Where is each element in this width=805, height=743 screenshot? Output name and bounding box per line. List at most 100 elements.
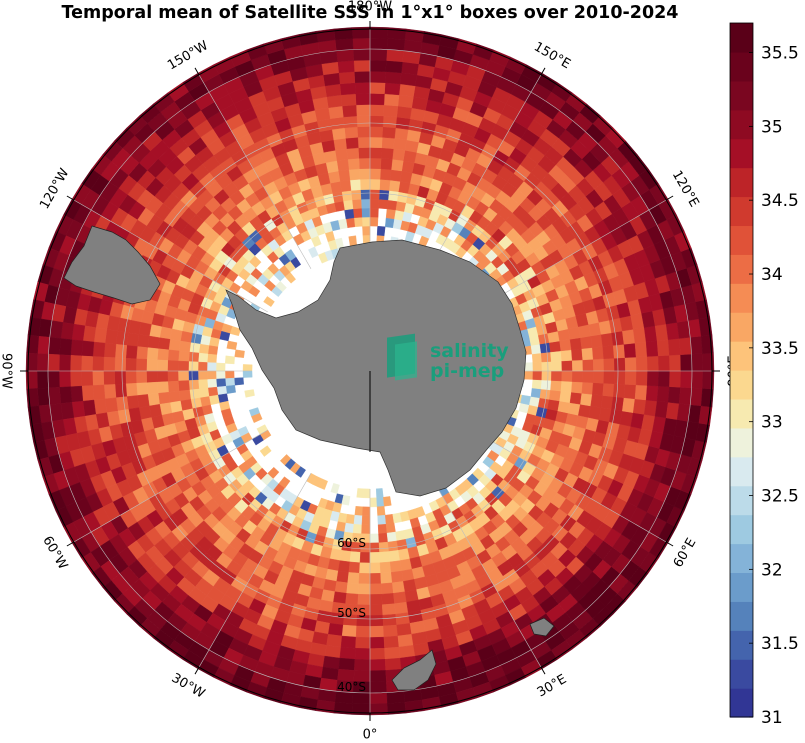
sss-cell [336, 570, 350, 584]
frame-tick [540, 67, 546, 76]
sss-cell [137, 334, 150, 348]
sss-cell [523, 370, 534, 380]
sss-cell [390, 570, 404, 584]
colorbar-segment [730, 167, 753, 198]
sss-cell [380, 147, 394, 160]
sss-cell [146, 370, 158, 383]
land-layer [63, 225, 555, 691]
sss-cell [632, 327, 647, 344]
sss-cell [623, 342, 637, 358]
sss-cell [334, 38, 354, 52]
sss-cell [188, 379, 200, 391]
sss-cell [114, 357, 127, 372]
colorbar-border [729, 22, 754, 718]
sss-cell [376, 225, 386, 236]
sss-cell [643, 399, 658, 417]
sss-cell [665, 322, 680, 340]
sss-cell [167, 360, 179, 372]
sss-cell [322, 72, 341, 87]
sss-cell [353, 59, 371, 72]
sss-cell [384, 657, 402, 671]
sss-cell [327, 558, 341, 572]
sss-cell [81, 340, 95, 357]
longitude-label: 30°E [535, 672, 570, 701]
sss-cell [369, 59, 387, 72]
sss-cell [561, 370, 573, 382]
sss-cell [259, 445, 272, 457]
sss-cell [352, 48, 371, 61]
sss-cell [369, 178, 381, 190]
sss-cell [157, 337, 171, 351]
sss-cell [326, 633, 343, 648]
sss-cell [351, 198, 362, 210]
sss-cell [348, 168, 361, 181]
sss-cell [207, 345, 219, 356]
logo-mark-icon [387, 333, 417, 381]
sss-cell [582, 359, 594, 372]
sss-cell [369, 692, 388, 705]
sss-cell [341, 624, 357, 638]
sss-cell [667, 386, 681, 404]
sss-cell [208, 336, 220, 348]
sss-cell [321, 666, 339, 681]
sss-cell [559, 339, 572, 352]
sss-cell [396, 105, 412, 119]
sss-cell [167, 380, 180, 393]
sss-cell [382, 613, 397, 627]
sss-cell [71, 400, 86, 419]
logo-text-line1: salinity [430, 340, 509, 362]
sss-cell [48, 337, 62, 355]
colorbar-segment [730, 456, 753, 487]
sss-cell [541, 370, 552, 381]
sss-cell [395, 116, 411, 130]
colorbar-segment [730, 138, 753, 169]
colorbar-segment [730, 427, 753, 458]
sss-cell [343, 115, 358, 129]
sss-cell [59, 338, 73, 356]
longitude-label: 150°E [531, 39, 573, 72]
sss-cell [354, 70, 371, 83]
sss-cell [612, 383, 626, 398]
sss-cell [336, 49, 354, 63]
colorbar-segment [730, 254, 753, 284]
sss-cell [560, 380, 573, 393]
sss-cell [393, 591, 407, 604]
sss-cell [624, 356, 637, 372]
sss-cell [233, 377, 244, 386]
sss-cell [180, 330, 193, 343]
sss-cell [531, 379, 543, 390]
sss-cell [379, 168, 392, 181]
sss-cell [178, 340, 191, 353]
colorbar-segment [730, 659, 753, 689]
sss-cell [71, 323, 86, 342]
sss-cell [602, 345, 615, 360]
frame-tick [665, 541, 674, 547]
colorbar-segment [730, 630, 753, 660]
sss-cell [92, 370, 105, 386]
sss-cell [346, 147, 360, 160]
sss-cell [197, 379, 209, 390]
sss-cell [188, 370, 199, 381]
sss-cell [377, 523, 388, 535]
sss-cell [224, 377, 235, 387]
colorbar-segment [730, 601, 753, 631]
sss-cell [369, 604, 384, 616]
sss-cell [600, 395, 614, 410]
sss-cell [369, 562, 381, 574]
latitude-labels: 40°S 50°S 60°S [337, 536, 366, 694]
sss-cell [338, 657, 356, 671]
sss-cell [369, 216, 379, 227]
sss-cell [394, 127, 409, 141]
logo-text-line2: pi-mep [430, 360, 504, 382]
sss-cell [532, 370, 543, 381]
colorbar-tick-label: 31 [761, 708, 783, 728]
sss-cell [169, 328, 183, 342]
sss-cell [356, 488, 365, 499]
sss-cell [197, 352, 209, 363]
sss-cell [658, 355, 671, 372]
sss-cell [321, 61, 339, 76]
sss-cell [197, 370, 208, 381]
sss-cell [551, 370, 563, 382]
colorbar-segment [730, 572, 753, 602]
sss-cell [369, 198, 380, 209]
